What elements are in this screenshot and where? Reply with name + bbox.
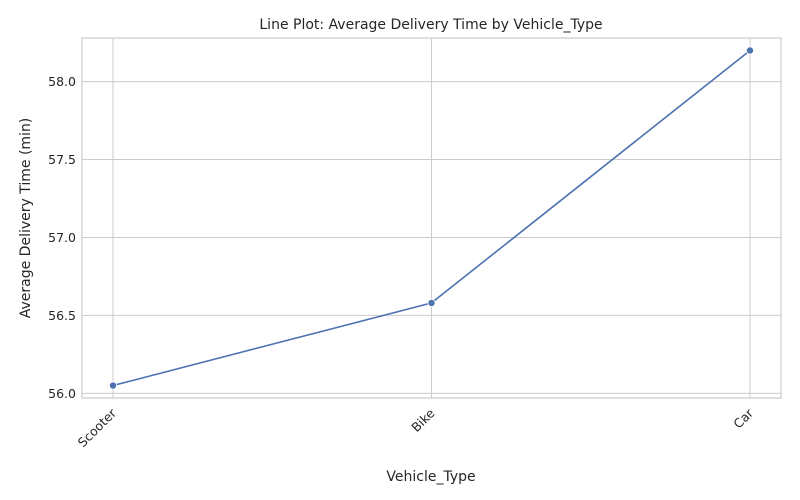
- y-tick-label: 57.0: [48, 230, 76, 245]
- y-tick-label: 58.0: [48, 74, 76, 89]
- data-points: [109, 46, 755, 390]
- data-point-scooter: [109, 381, 118, 390]
- y-axis: 56.0 56.5 57.0 57.5 58.0: [48, 74, 76, 401]
- plot-frame: [81, 37, 782, 399]
- x-tick-label: Scooter: [75, 405, 120, 450]
- data-point-bike: [427, 298, 436, 307]
- grid: [82, 38, 781, 398]
- x-axis: Scooter Bike Car: [75, 405, 757, 450]
- data-point-car: [746, 46, 755, 55]
- y-axis-label: Average Delivery Time (min): [18, 118, 34, 319]
- y-tick-label: 56.5: [48, 308, 76, 323]
- y-tick-label: 57.5: [48, 152, 76, 167]
- y-tick-label: 56.0: [48, 386, 76, 401]
- chart-title: Line Plot: Average Delivery Time by Vehi…: [259, 17, 602, 33]
- x-tick-label: Car: [730, 405, 756, 431]
- x-tick-label: Bike: [408, 405, 438, 435]
- x-axis-label: Vehicle_Type: [386, 469, 475, 485]
